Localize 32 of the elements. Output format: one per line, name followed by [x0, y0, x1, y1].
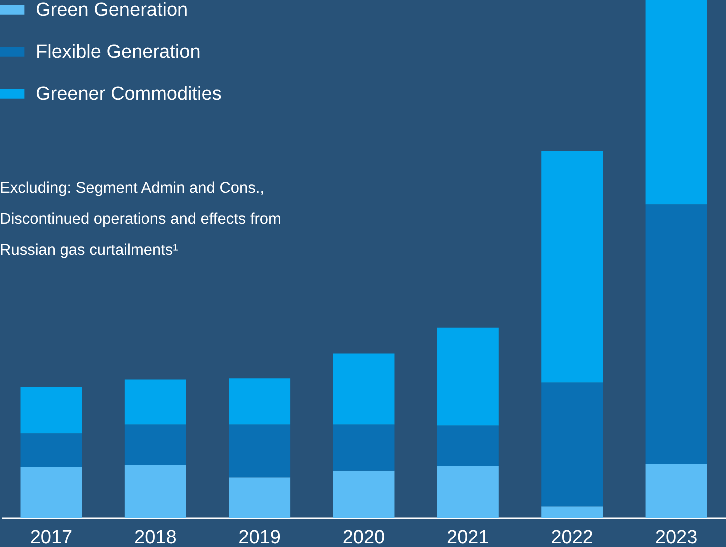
bar	[437, 426, 499, 466]
bar	[124, 424, 186, 466]
bar	[542, 506, 604, 518]
bar	[333, 470, 395, 518]
x-tick-label: 2019	[238, 528, 281, 547]
bar	[646, 0, 708, 205]
bar	[229, 478, 291, 518]
bar	[124, 465, 186, 518]
bar	[20, 467, 82, 518]
legend-label: Flexible Generation	[36, 42, 201, 63]
bar	[333, 424, 395, 471]
bar	[333, 354, 395, 425]
legend-label: Greener Commodities	[36, 84, 222, 105]
bar	[437, 466, 499, 518]
x-tick-label: 2020	[342, 528, 386, 547]
bar	[646, 204, 708, 464]
bar	[20, 434, 82, 468]
bar	[437, 328, 499, 426]
x-tick-label: 2018	[134, 528, 177, 547]
x-tick-label: 2021	[447, 528, 490, 547]
bar	[542, 151, 604, 383]
annotation: Excluding: Segment Admin and Cons., Discontinued operations and effects from Russian gas curtailments¹	[0, 180, 282, 259]
bar	[542, 382, 604, 507]
bar	[646, 464, 708, 518]
x-tick-label: 2022	[551, 528, 594, 547]
bar	[20, 387, 82, 434]
x-tick-label: 2023	[655, 528, 698, 547]
bar	[229, 378, 291, 425]
x-tick-label: 2017	[30, 528, 73, 547]
bar	[229, 424, 291, 478]
legend-label: Green Generation	[36, 0, 188, 21]
bar	[124, 380, 186, 425]
